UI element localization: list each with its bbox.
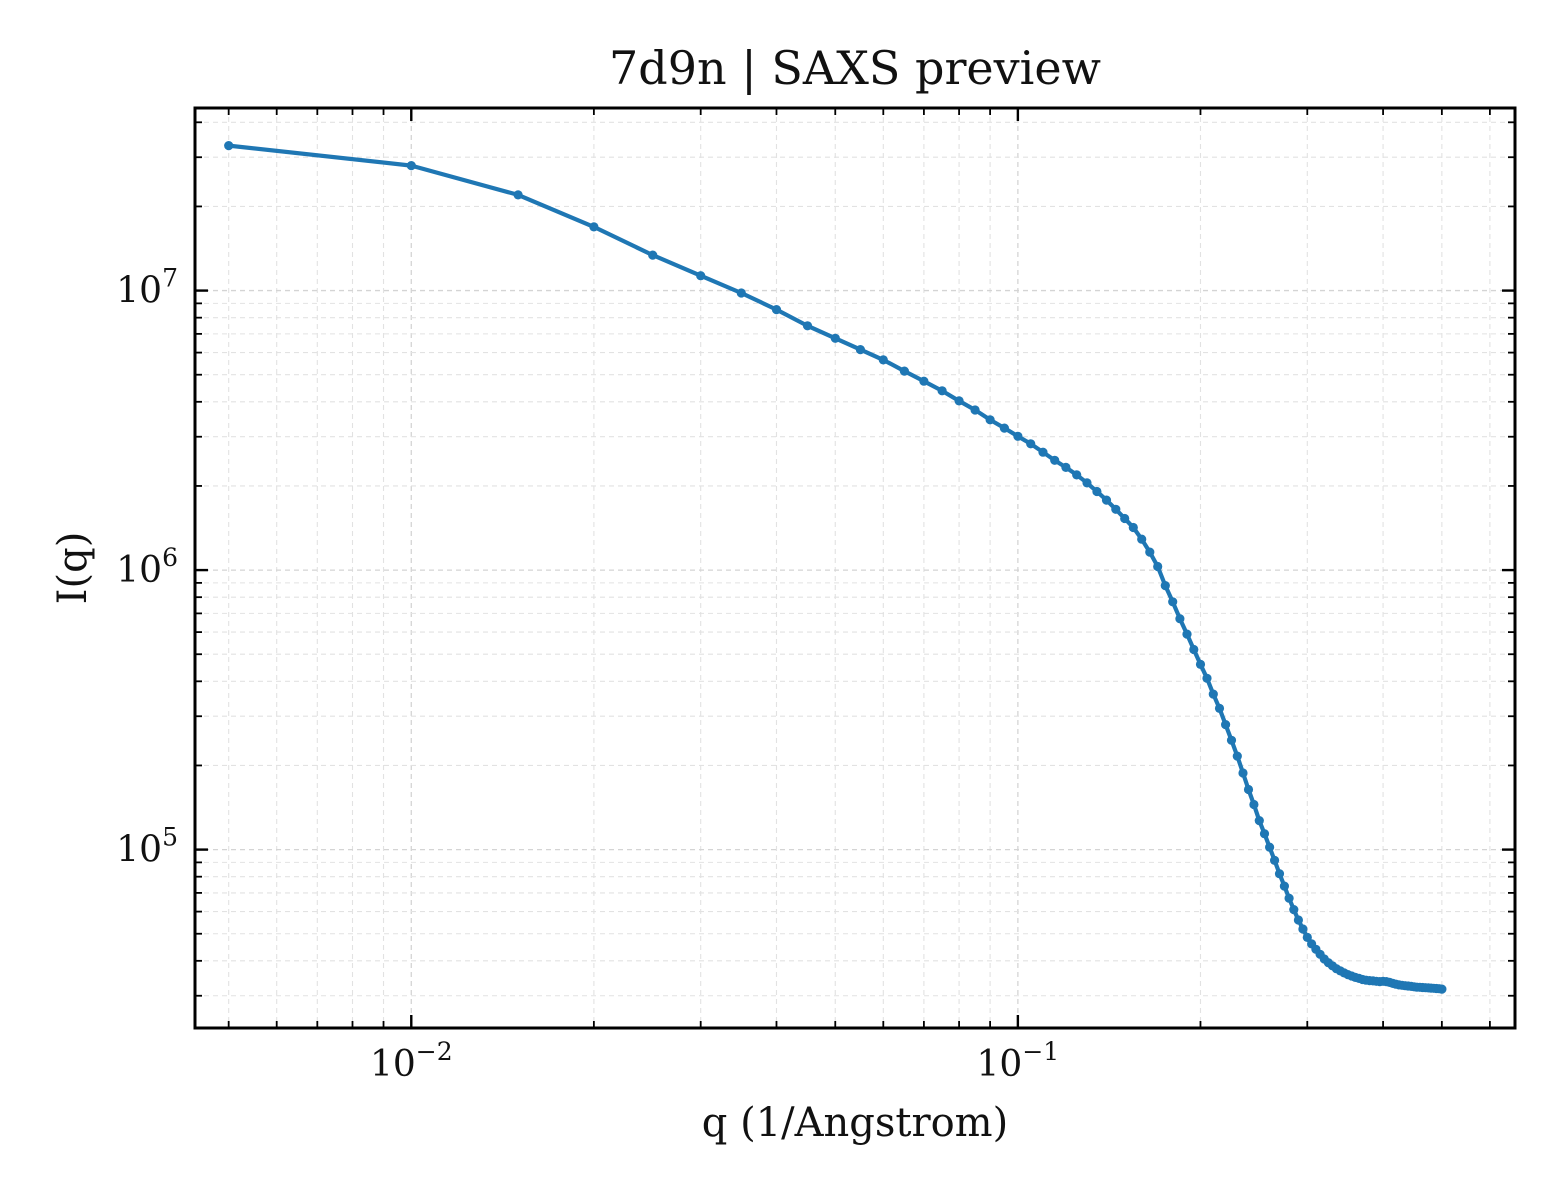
axis-ticks: [195, 108, 1515, 1028]
x-tick-label: 10−2: [370, 1037, 453, 1085]
data-point: [1243, 784, 1254, 795]
data-point: [1302, 932, 1312, 943]
data-point: [1254, 816, 1264, 826]
data-point: [771, 305, 782, 315]
data-point: [1101, 495, 1112, 505]
data-point: [999, 423, 1010, 433]
data-point: [406, 161, 416, 171]
data-point: [1293, 915, 1303, 925]
data-point: [855, 345, 866, 355]
data-point: [1111, 504, 1121, 514]
data-point: [1289, 905, 1299, 915]
data-point: [1182, 629, 1192, 639]
data-point: [1298, 924, 1308, 934]
data-point: [696, 271, 706, 281]
data-point: [1168, 597, 1178, 607]
data-point: [919, 376, 929, 386]
data-point: [736, 288, 746, 298]
data-point: [985, 415, 995, 425]
data-point: [1038, 447, 1048, 457]
data-point: [1195, 659, 1206, 670]
y-axis-label: I(q): [50, 532, 96, 605]
grid: [195, 108, 1515, 1028]
data-point: [1284, 893, 1294, 903]
data-point: [1160, 581, 1170, 591]
x-tick-label: 10−1: [977, 1037, 1060, 1085]
data-point: [224, 141, 234, 151]
data-point: [1208, 689, 1218, 699]
data-point: [1120, 513, 1130, 524]
data-point: [1137, 534, 1147, 544]
data-point: [1128, 522, 1138, 533]
data-point: [1279, 881, 1289, 891]
series-layer: [224, 141, 1447, 994]
data-point: [1061, 462, 1071, 472]
y-tick-label: 106: [116, 543, 178, 591]
data-point: [589, 222, 599, 232]
data-point: [1202, 673, 1212, 683]
data-point: [970, 405, 980, 415]
data-point: [830, 333, 840, 343]
data-point: [1274, 869, 1285, 879]
series-points: [224, 141, 1447, 994]
data-point: [1153, 561, 1163, 572]
data-point: [899, 366, 910, 376]
data-point: [1189, 644, 1199, 655]
data-point: [1232, 751, 1242, 761]
data-point: [1259, 829, 1270, 839]
data-point: [1072, 470, 1082, 480]
tick-labels: 10−2 10−1 105 106 107: [116, 264, 1059, 1085]
data-point: [1270, 855, 1280, 866]
data-point: [1238, 768, 1248, 778]
y-tick-label: 105: [116, 823, 178, 871]
data-point: [1092, 486, 1102, 497]
data-point: [1145, 547, 1155, 557]
data-point: [1175, 614, 1185, 624]
data-point: [937, 386, 947, 396]
data-point: [1082, 478, 1092, 488]
data-point: [1226, 735, 1237, 745]
plot-frame: [193, 106, 1517, 1030]
data-point: [1026, 439, 1036, 449]
data-point: [1050, 455, 1060, 465]
data-point: [878, 355, 888, 365]
data-point: [1437, 984, 1447, 994]
data-point: [954, 396, 964, 406]
x-axis-label: q (1/Angstrom): [702, 1100, 1008, 1146]
data-point: [648, 250, 658, 260]
y-tick-label: 107: [116, 264, 178, 312]
data-point: [1249, 799, 1259, 810]
data-point: [1265, 842, 1275, 852]
chart-title: 7d9n | SAXS preview: [609, 41, 1101, 95]
data-point: [1013, 431, 1023, 441]
data-point: [513, 190, 523, 200]
data-point: [802, 321, 813, 331]
data-point: [1221, 720, 1231, 730]
data-point: [1214, 703, 1225, 714]
